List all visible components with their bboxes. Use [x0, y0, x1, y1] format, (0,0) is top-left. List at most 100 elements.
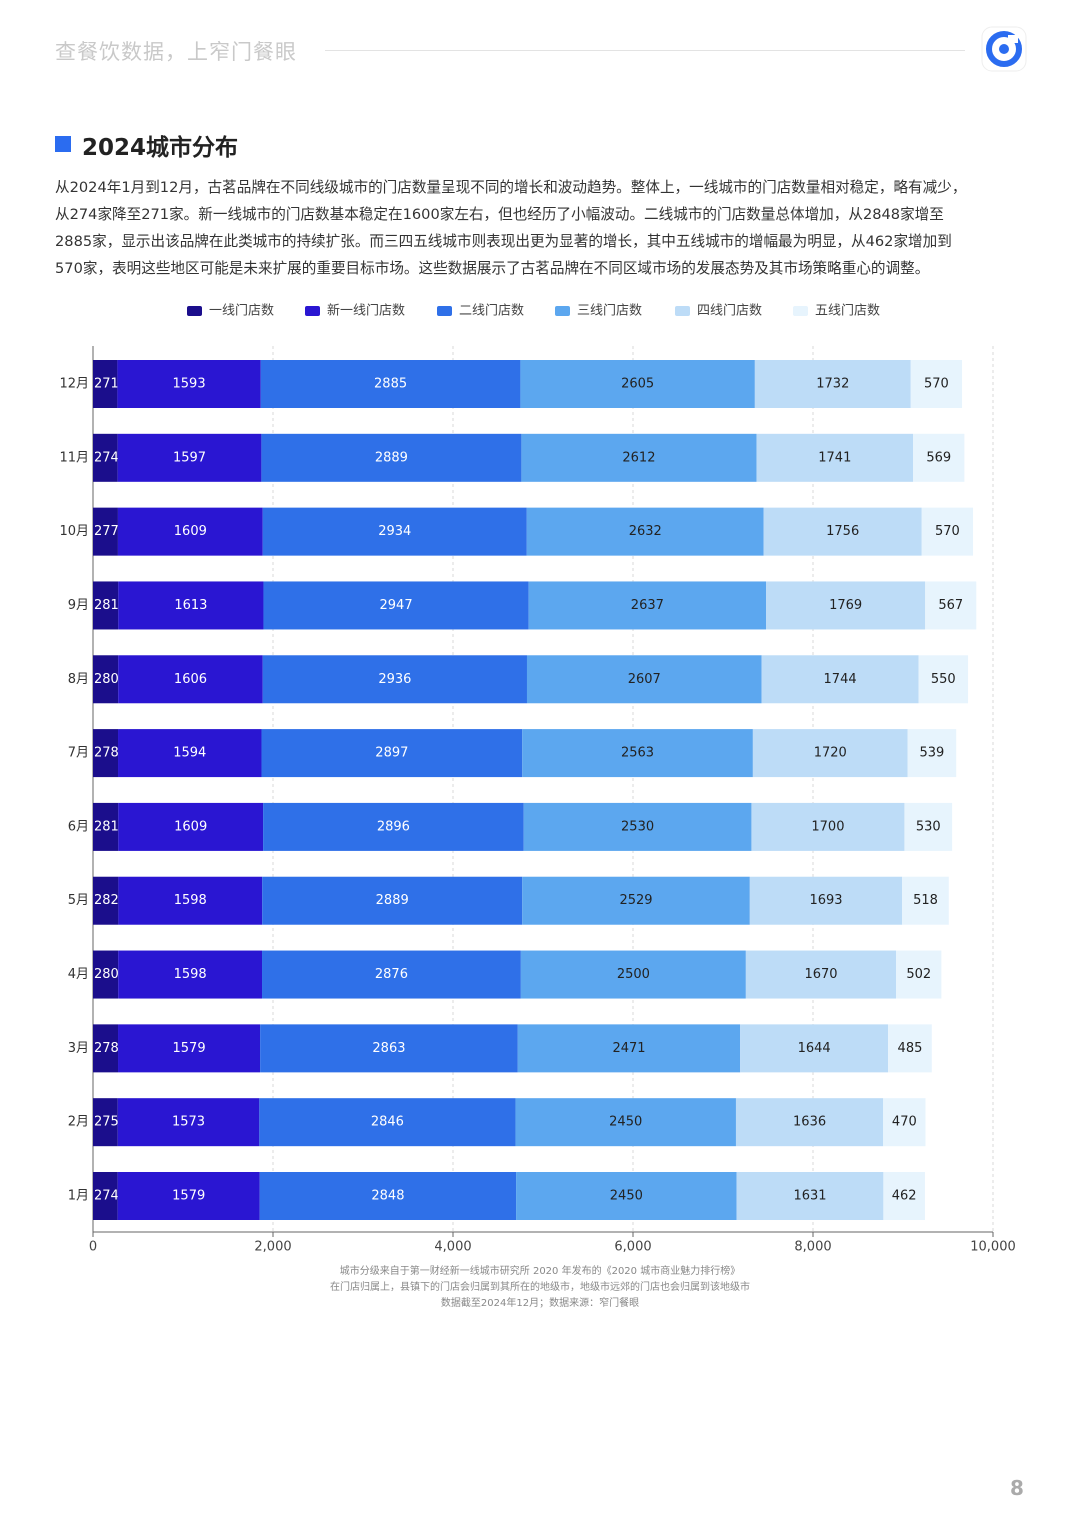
header-rule [325, 50, 965, 51]
y-tick-label: 6月 [68, 819, 89, 834]
data-label: 2530 [621, 819, 654, 834]
bar-segment [883, 1098, 926, 1147]
data-label: 570 [924, 377, 949, 392]
x-tick-label: 2,000 [254, 1240, 291, 1255]
paragraph-line: 从274家降至271家。新一线城市的门店数基本稳定在1600家左右，但也经历了小… [55, 206, 944, 223]
data-label: 2934 [378, 524, 411, 539]
bar-segment [93, 581, 119, 630]
bar-segment [763, 507, 922, 556]
x-tick-label: 0 [89, 1240, 97, 1255]
data-label: 1700 [811, 819, 844, 834]
bar-segment [93, 1098, 118, 1147]
bar-segment [528, 581, 767, 630]
bar-segment [907, 729, 957, 778]
bar-segment [745, 950, 897, 999]
bar-segment [93, 655, 119, 704]
paragraph-line: 从2024年1月到12月，古茗品牌在不同线级城市的门店数量呈现不同的增长和波动趋… [55, 179, 967, 196]
bar-segment [263, 802, 524, 851]
data-label: 569 [926, 450, 951, 465]
legend-swatch [555, 306, 570, 316]
data-label: 1769 [829, 598, 862, 613]
data-label: 2897 [375, 746, 408, 761]
section-title: 2024城市分布 [82, 135, 239, 161]
y-tick-label: 8月 [68, 672, 89, 687]
bar-segment [262, 950, 521, 999]
bar-segment [754, 360, 911, 408]
bar-segment [118, 1024, 261, 1073]
data-label: 277 [94, 524, 119, 539]
data-label: 2885 [374, 377, 407, 392]
data-label: 1609 [174, 524, 207, 539]
data-label: 567 [938, 598, 963, 613]
y-tick-label: 9月 [68, 598, 89, 613]
data-label: 518 [913, 893, 938, 908]
bar-segment [925, 581, 977, 630]
data-label: 278 [94, 746, 119, 761]
data-label: 1579 [172, 1189, 205, 1204]
bar-segment [921, 507, 974, 556]
bar-segment [523, 802, 752, 851]
bar-segment [904, 802, 953, 851]
y-tick-label: 1月 [68, 1189, 89, 1204]
data-label: 550 [931, 672, 956, 687]
bar-segment [118, 581, 264, 630]
y-tick-label: 7月 [68, 746, 89, 761]
bar-segment [260, 360, 521, 408]
y-tick-label: 4月 [68, 967, 89, 982]
data-label: 1613 [174, 598, 207, 613]
x-tick-label: 8,000 [794, 1240, 831, 1255]
bar-segment [259, 1098, 516, 1147]
bar-segment [521, 433, 757, 482]
legend-swatch [187, 306, 202, 316]
bar-segment [517, 1024, 741, 1073]
data-label: 2889 [375, 450, 408, 465]
data-label: 1744 [824, 672, 857, 687]
data-label: 2500 [617, 967, 650, 982]
legend-swatch [675, 306, 690, 316]
paragraph-line: 2885家，显示出该品牌在此类城市的持续扩张。而三四五线城市则表现出更为显著的增… [55, 233, 952, 250]
data-label: 2863 [372, 1041, 405, 1056]
bar-segment [761, 655, 919, 704]
bar-segment [918, 655, 969, 704]
data-label: 1631 [793, 1189, 826, 1204]
data-label: 280 [94, 967, 119, 982]
bar-segment [93, 433, 118, 482]
bar-segment [261, 433, 522, 482]
bar-segment [902, 876, 949, 925]
bar-segment [913, 433, 965, 482]
data-label: 2936 [378, 672, 411, 687]
data-label: 2848 [371, 1189, 404, 1204]
x-tick-label: 4,000 [434, 1240, 471, 1255]
footnote: 在门店归属上，县镇下的门店会归属到其所在的地级市，地级市远郊的门店也会归属到该地… [330, 1282, 750, 1293]
data-label: 1670 [804, 967, 837, 982]
paragraph: 从2024年1月到12月，古茗品牌在不同线级城市的门店数量呈现不同的增长和波动趋… [55, 174, 1035, 282]
bar-segment [520, 360, 755, 408]
bar-segment [118, 729, 262, 778]
bar-segment [766, 581, 926, 630]
x-tick-label: 6,000 [614, 1240, 651, 1255]
bar-segment [520, 950, 746, 999]
legend-label: 新一线门店数 [327, 303, 405, 319]
data-label: 2607 [628, 672, 661, 687]
y-tick-label: 10月 [59, 524, 89, 539]
legend-label: 一线门店数 [209, 304, 274, 319]
data-label: 502 [906, 967, 931, 982]
bar-segment [118, 876, 263, 925]
data-label: 274 [94, 1189, 119, 1204]
bar-segment [262, 507, 527, 556]
bar-segment [117, 507, 263, 556]
data-label: 1573 [172, 1115, 205, 1130]
y-tick-label: 2月 [68, 1115, 89, 1130]
x-tick-label: 10,000 [970, 1240, 1016, 1255]
bar-segment [735, 1098, 884, 1147]
y-tick-label: 3月 [68, 1041, 89, 1056]
data-label: 1597 [173, 450, 206, 465]
header-slogan: 查餐饮数据，上窄门餐眼 [55, 40, 297, 64]
y-tick-label: 11月 [59, 450, 89, 465]
data-label: 1594 [173, 746, 206, 761]
bar-segment [740, 1024, 889, 1073]
data-label: 2896 [377, 819, 410, 834]
bar-segment [736, 1172, 884, 1220]
bar-segment [262, 876, 523, 925]
data-label: 539 [920, 746, 945, 761]
